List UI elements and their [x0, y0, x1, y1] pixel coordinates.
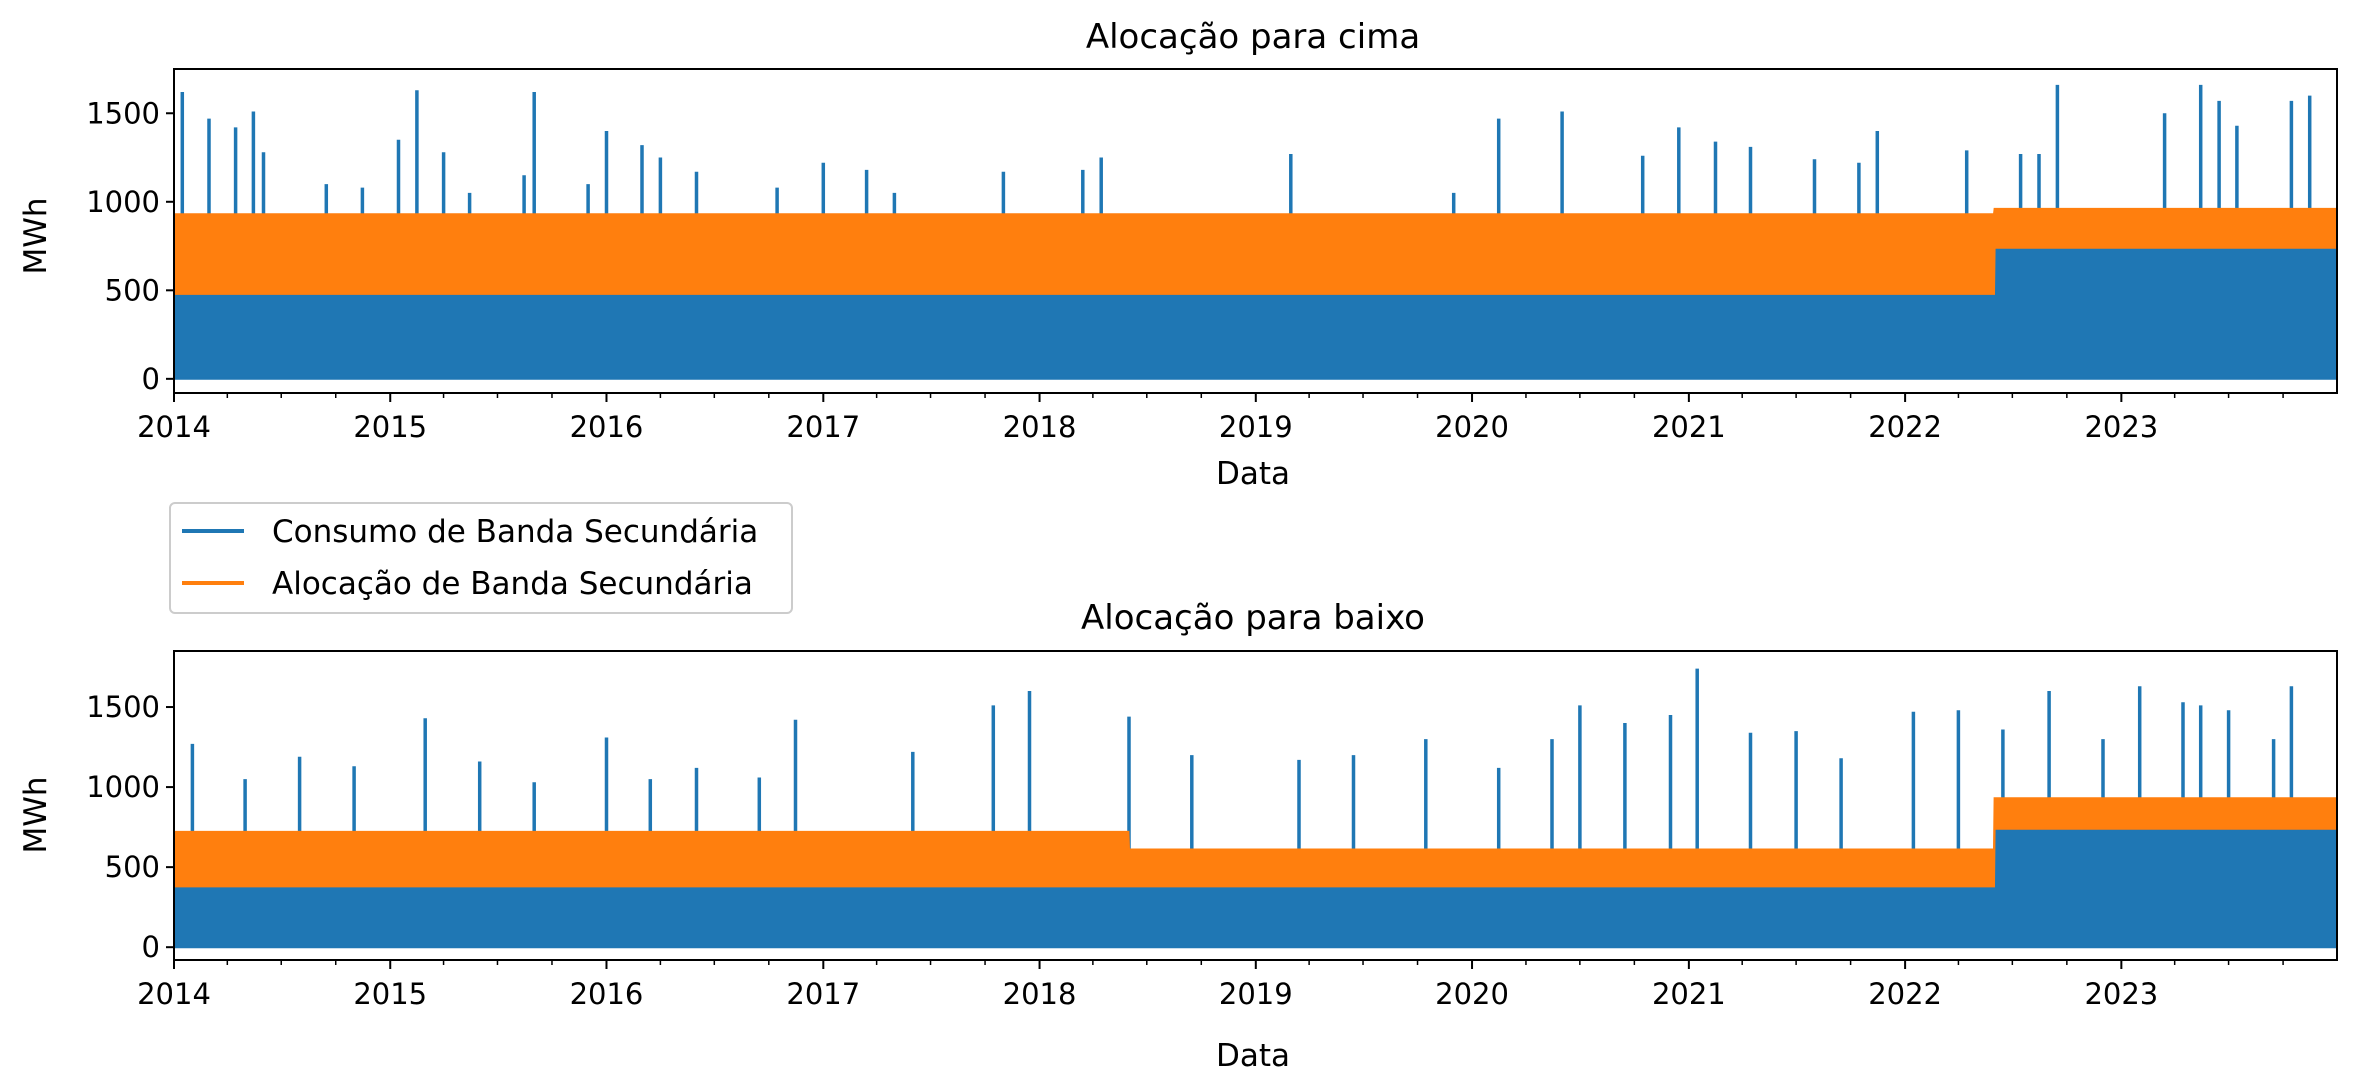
series-alocacao-band [174, 797, 2337, 888]
x-tick-label: 2021 [1652, 410, 1726, 444]
chart-panel-down: Alocação para baixo 0 500 1000 1500 2014 2015… [18, 598, 2338, 1074]
y-tick-label: 500 [105, 273, 160, 307]
legend-frame [169, 502, 793, 614]
y-tick-label: 500 [105, 850, 160, 884]
x-tick-label: 2019 [1219, 977, 1293, 1011]
legend: Consumo de Banda Secundária Alocação de … [169, 502, 793, 614]
legend-label-alocacao: Alocação de Banda Secundária [272, 566, 753, 602]
plot-area-up: 0 500 1000 1500 2014 2015 2016 2017 2018 2019 2020… [86, 68, 2338, 444]
x-tick-label: 2016 [570, 977, 644, 1011]
x-tick-label: 2016 [570, 410, 644, 444]
y-tick-label: 1000 [86, 185, 160, 219]
y-tick-label: 1000 [86, 770, 160, 804]
legend-label-consumo: Consumo de Banda Secundária [272, 514, 758, 550]
x-tick-label: 2023 [2084, 410, 2158, 444]
x-tick-label: 2022 [1868, 977, 1942, 1011]
chart-title-down: Alocação para baixo [1081, 598, 1425, 638]
x-tick-label: 2020 [1435, 410, 1509, 444]
x-tick-label: 2017 [786, 410, 860, 444]
series-alocacao-band [174, 207, 2337, 295]
x-tick-label: 2018 [1003, 410, 1077, 444]
x-tick-label: 2015 [353, 410, 427, 444]
x-tick-label: 2014 [137, 977, 211, 1011]
x-tick-label: 2014 [137, 410, 211, 444]
x-axis-label-up: Data [1216, 456, 1290, 492]
x-tick-label: 2019 [1219, 410, 1293, 444]
x-tick-label: 2018 [1003, 977, 1077, 1011]
x-tick-label: 2015 [353, 977, 427, 1011]
y-tick-label: 1500 [86, 690, 160, 724]
plot-area-down: 0 500 1000 1500 2014 2015 2016 2017 2018 2019 2020… [86, 650, 2338, 1011]
chart-panel-up: Alocação para cima 0 500 1000 1500 2014 2015 2… [18, 17, 2338, 492]
y-tick-label: 0 [142, 930, 160, 964]
y-axis-label-up: MWh [18, 197, 54, 274]
x-tick-label: 2023 [2084, 977, 2158, 1011]
x-axis-label-down: Data [1216, 1038, 1290, 1074]
x-tick-label: 2021 [1652, 977, 1726, 1011]
y-axis-label-down: MWh [18, 776, 54, 853]
x-tick-label: 2022 [1868, 410, 1942, 444]
y-tick-label: 1500 [86, 96, 160, 130]
x-tick-label: 2020 [1435, 977, 1509, 1011]
y-tick-label: 0 [142, 362, 160, 396]
plot-series-group [174, 668, 2337, 949]
plot-series-group [174, 84, 2337, 380]
x-tick-label: 2017 [786, 977, 860, 1011]
chart-title-up: Alocação para cima [1086, 17, 1420, 57]
